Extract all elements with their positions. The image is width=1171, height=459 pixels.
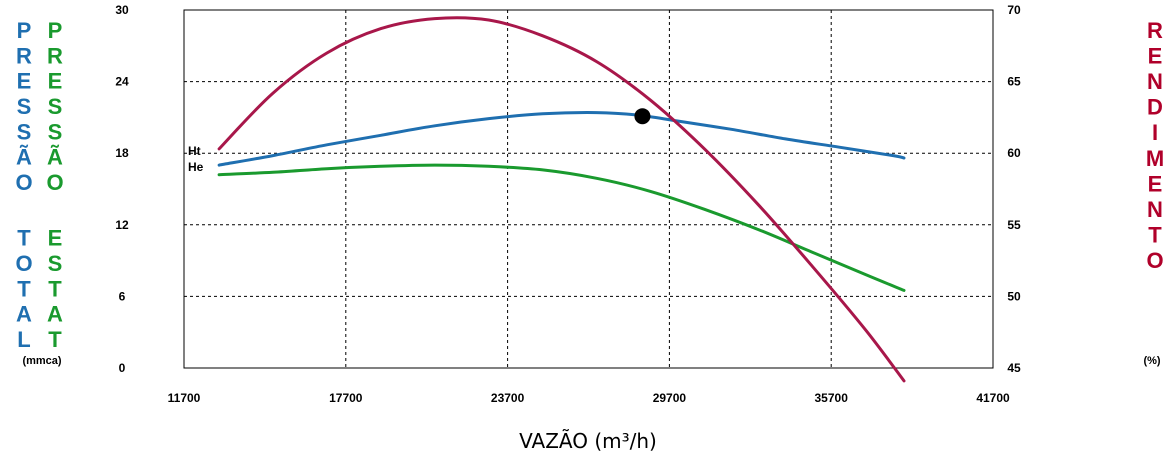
rendimento-label-letter: O (1146, 248, 1163, 273)
grid-lines (184, 10, 993, 368)
x-tick-label: 35700 (815, 391, 849, 405)
left-y-tick-label: 18 (115, 146, 129, 160)
pressao-estat-label-letter: E (48, 226, 63, 251)
pressao-estat-label-letter: E (48, 69, 63, 94)
left-y-tick-label: 30 (115, 3, 129, 17)
x-tick-label: 11700 (168, 391, 201, 405)
right-axis-ticks: 70 65 60 55 50 45 (1007, 3, 1021, 375)
pressao-estat-label-letter: R (47, 43, 63, 68)
series-lines (217, 16, 906, 383)
rendimento-label-letter: M (1146, 146, 1164, 171)
pressao-estat-label-letter: A (47, 302, 63, 327)
pressao-estat-label-letter: T (48, 276, 62, 301)
series-line-rendimento (217, 16, 906, 383)
x-tick-label: 23700 (491, 391, 525, 405)
pressao-total-label-letter: P (17, 18, 32, 43)
rendimento-label-letter: E (1148, 171, 1163, 196)
series-line-ht (217, 111, 906, 167)
pressao-total-label-letter: T (17, 226, 31, 251)
right-y-tick-label: 55 (1007, 218, 1021, 232)
operating-point-marker (634, 108, 651, 125)
rendimento-label-letter: I (1152, 120, 1158, 145)
pressao-total-label-letter: O (15, 251, 32, 276)
pressao-estat-label-letter: S (48, 251, 63, 276)
pressao-total-label-letter: S (17, 119, 32, 144)
left-y-tick-label: 0 (119, 361, 126, 375)
rendimento-label-letter: N (1147, 197, 1163, 222)
curve-label-ht: Ht (188, 144, 201, 158)
pressao-total-label-letter: A (16, 302, 32, 327)
pressao-estat-label-letter: P (48, 18, 63, 43)
plot-frame (183, 9, 994, 369)
pressao-total-label-letter: E (17, 69, 32, 94)
left-y-tick-label: 12 (115, 218, 129, 232)
pressao-total-label-letter: S (17, 94, 32, 119)
right-y-tick-label: 50 (1007, 289, 1021, 303)
curve-labels: Ht He (188, 144, 204, 174)
right-y-tick-label: 65 (1007, 75, 1021, 89)
pressao-estat-label-letter: T (48, 327, 62, 352)
right-y-tick-label: 70 (1007, 3, 1021, 17)
x-tick-label: 29700 (653, 391, 687, 405)
rendimento-label-letter: D (1147, 95, 1163, 120)
rendimento-label-letter: E (1148, 44, 1163, 69)
rendimento-label-letter: R (1147, 18, 1163, 43)
left-y-tick-label: 6 (119, 289, 126, 303)
left-y-tick-label: 24 (115, 75, 129, 89)
x-axis-ticks: 11700 17700 23700 29700 35700 41700 (168, 391, 1010, 405)
series-line-he (217, 163, 906, 292)
rendimento-label-letter: T (1148, 222, 1162, 247)
pressao-total-label-letter: R (16, 43, 32, 68)
right-y-tick-label: 45 (1007, 361, 1021, 375)
x-tick-label: 41700 (976, 391, 1010, 405)
pressao-estat-label-letter: O (46, 170, 63, 195)
left-axis-unit: (mmca) (22, 355, 61, 367)
x-tick-label: 17700 (329, 391, 363, 405)
pressao-estat-label-letter: Ã (47, 145, 63, 170)
pressao-total-label-letter: T (17, 276, 31, 301)
curve-label-he: He (188, 160, 204, 174)
pressao-total-label-letter: Ã (16, 145, 32, 170)
left-axis-ticks: 30 24 18 12 6 0 (115, 3, 129, 375)
pressao-total-label-letter: L (17, 327, 30, 352)
pressao-estat-label-letter: S (48, 119, 63, 144)
rendimento-label-letter: N (1147, 69, 1163, 94)
x-axis-title: VAZÃO (m³/h) (519, 429, 657, 453)
right-axis-unit: (%) (1143, 355, 1160, 367)
pressao-estat-label-letter: S (48, 94, 63, 119)
pressao-total-label-letter: O (15, 170, 32, 195)
right-y-tick-label: 60 (1007, 146, 1021, 160)
